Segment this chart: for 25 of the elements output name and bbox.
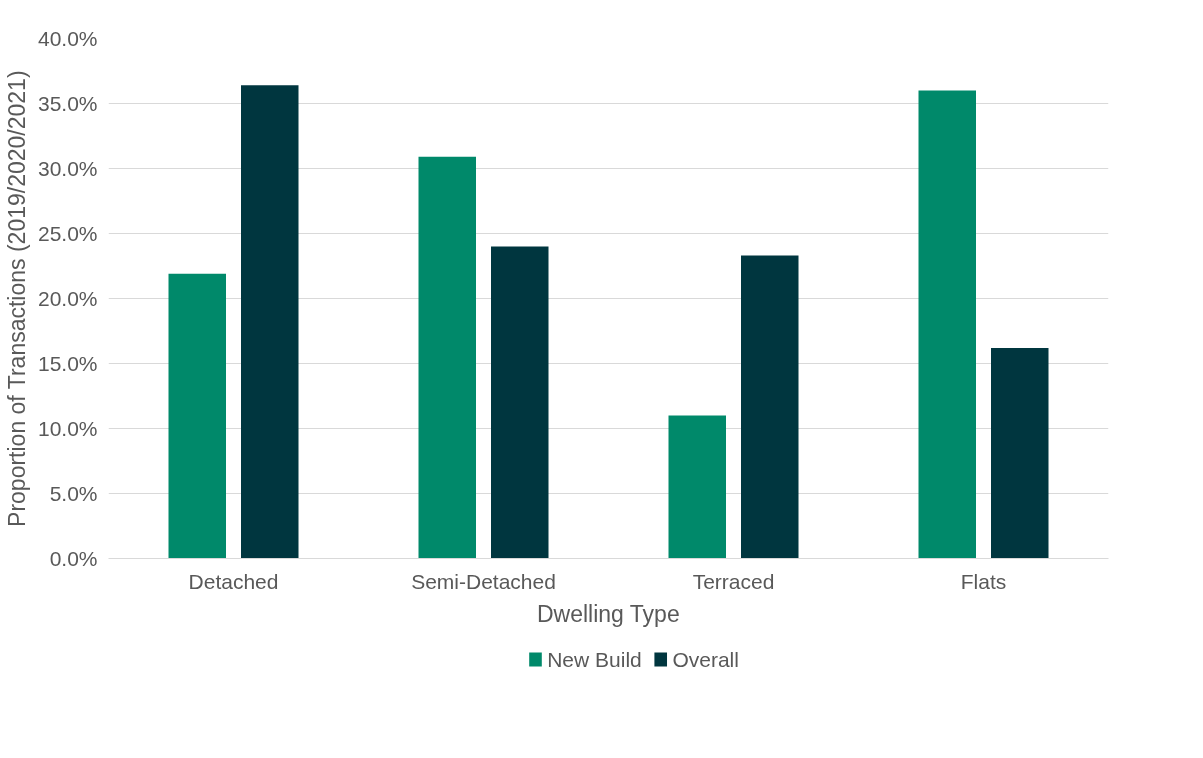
x-tick-label: Flats <box>960 569 1007 593</box>
bar <box>741 255 799 559</box>
bar <box>491 246 549 559</box>
y-tick-label: 15.0% <box>37 352 98 375</box>
y-tick-label: 30.0% <box>37 157 98 180</box>
legend-label: Overall <box>672 648 739 671</box>
y-tick-label: 5.0% <box>49 482 98 505</box>
bar <box>418 156 476 559</box>
x-tick-label: Semi-Detached <box>411 569 556 593</box>
y-tick-label: 20.0% <box>37 287 98 310</box>
y-tick-label: 10.0% <box>37 417 98 440</box>
y-tick-label: 35.0% <box>37 92 98 115</box>
y-axis-title: Proportion of Transactions (2019/2020/2021) <box>3 70 30 527</box>
bar <box>241 85 299 559</box>
bar <box>918 90 976 559</box>
legend-label: New Build <box>547 648 642 671</box>
x-axis-title: Dwelling Type <box>536 600 680 627</box>
bar <box>168 273 226 559</box>
y-tick-label: 40.0% <box>37 27 98 50</box>
bar <box>668 415 726 559</box>
x-tick-label: Detached <box>188 569 279 593</box>
y-tick-label: 25.0% <box>37 222 98 245</box>
y-tick-label: 0.0% <box>49 547 98 570</box>
x-tick-label: Terraced <box>692 569 775 593</box>
bar <box>991 347 1049 559</box>
